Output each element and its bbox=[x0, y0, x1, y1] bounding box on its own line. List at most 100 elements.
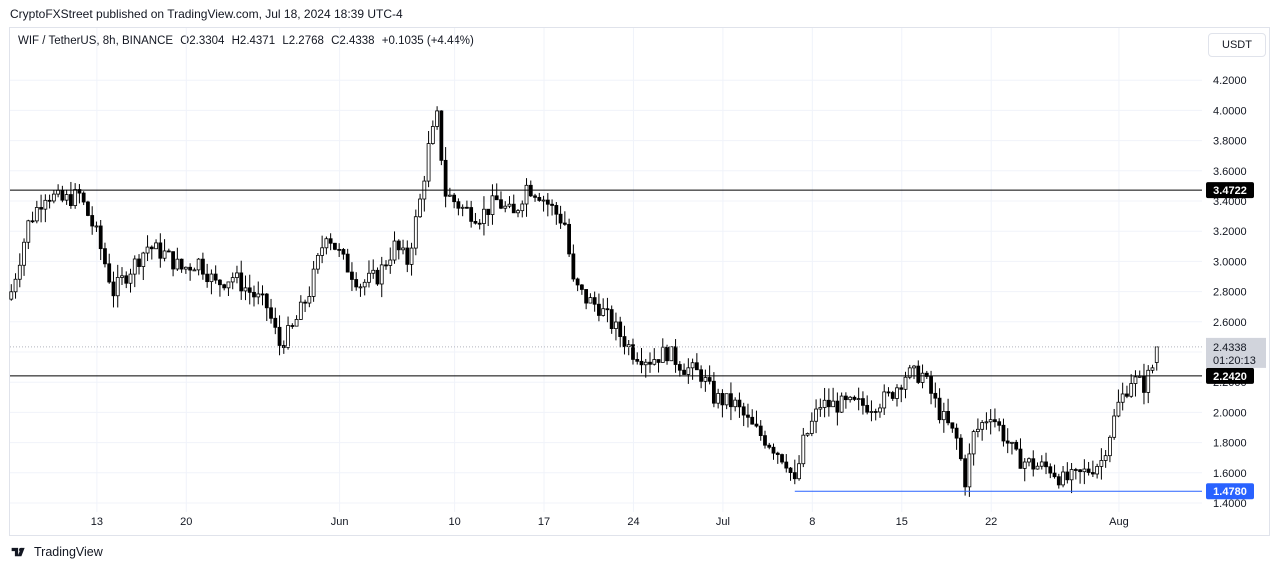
currency-button[interactable]: USDT bbox=[1208, 33, 1266, 57]
candle bbox=[724, 393, 729, 406]
candle bbox=[81, 192, 86, 203]
candle bbox=[818, 407, 823, 410]
candle bbox=[865, 404, 870, 413]
candle bbox=[575, 278, 580, 286]
candle bbox=[358, 286, 363, 289]
candle bbox=[409, 247, 414, 265]
candle bbox=[622, 336, 627, 348]
candle bbox=[775, 452, 780, 455]
tradingview-logo[interactable]: TradingView bbox=[10, 545, 103, 559]
candle bbox=[1065, 471, 1070, 481]
candle bbox=[405, 247, 410, 265]
candle bbox=[1116, 401, 1121, 417]
ohlc-open: O2.3304 bbox=[180, 35, 225, 47]
candle bbox=[963, 458, 968, 488]
candle bbox=[746, 414, 750, 418]
candle bbox=[230, 277, 235, 283]
candle bbox=[801, 434, 806, 465]
candle bbox=[388, 259, 393, 266]
x-tick-label: 15 bbox=[896, 516, 908, 528]
candle bbox=[294, 319, 299, 327]
candle bbox=[392, 240, 397, 261]
candle bbox=[158, 242, 163, 259]
candle bbox=[90, 215, 95, 227]
candle bbox=[839, 395, 844, 413]
symbol-name[interactable]: WIF / TetherUS, 8h, BINANCE bbox=[18, 35, 174, 47]
candle bbox=[720, 393, 725, 406]
candle bbox=[584, 289, 589, 304]
candle bbox=[252, 291, 256, 298]
candle bbox=[1069, 469, 1074, 481]
candle bbox=[733, 399, 738, 408]
candle bbox=[379, 264, 384, 285]
candle bbox=[401, 247, 405, 251]
candle bbox=[205, 273, 210, 283]
chart-pane[interactable] bbox=[9, 27, 1270, 536]
candle bbox=[350, 271, 354, 280]
bar-countdown: 01:20:13 bbox=[1213, 355, 1256, 367]
candle bbox=[920, 372, 925, 383]
candle bbox=[597, 303, 601, 316]
candle bbox=[247, 287, 252, 293]
candle bbox=[298, 301, 303, 320]
candle bbox=[188, 266, 193, 271]
candle bbox=[56, 189, 61, 195]
candle bbox=[882, 391, 887, 409]
candle bbox=[494, 195, 499, 201]
candle bbox=[507, 203, 512, 207]
candle bbox=[856, 398, 861, 400]
candle bbox=[826, 399, 831, 408]
candle bbox=[716, 393, 721, 404]
candle bbox=[375, 269, 380, 285]
y-tick-label: 3.6000 bbox=[1213, 166, 1247, 178]
candle bbox=[660, 346, 665, 363]
candle bbox=[805, 433, 810, 436]
candle bbox=[435, 110, 439, 127]
candle bbox=[1022, 461, 1027, 469]
candle bbox=[554, 205, 559, 215]
candle bbox=[149, 246, 154, 250]
candle bbox=[13, 278, 18, 293]
candle bbox=[1133, 376, 1138, 384]
candle bbox=[541, 199, 546, 202]
candle bbox=[465, 206, 469, 209]
candle bbox=[1103, 455, 1108, 461]
candle bbox=[984, 421, 989, 424]
x-tick-label: 13 bbox=[91, 516, 103, 528]
tradingview-logo-icon bbox=[11, 547, 25, 556]
y-tick-label: 3.0000 bbox=[1213, 256, 1247, 268]
candle bbox=[686, 367, 691, 375]
candle bbox=[912, 365, 916, 369]
candle bbox=[324, 238, 329, 249]
x-tick-label: 22 bbox=[985, 516, 997, 528]
candle bbox=[171, 251, 175, 270]
candle bbox=[482, 208, 486, 224]
candle bbox=[222, 284, 227, 289]
candle bbox=[571, 253, 576, 280]
candle bbox=[694, 362, 699, 371]
candle bbox=[290, 325, 295, 327]
candle bbox=[903, 376, 908, 390]
candle bbox=[162, 250, 167, 259]
last-price-label: 2.4338 bbox=[1213, 342, 1247, 354]
candle bbox=[750, 416, 755, 425]
candle bbox=[792, 472, 797, 480]
candle bbox=[511, 203, 516, 214]
candle bbox=[209, 273, 214, 283]
candle bbox=[192, 269, 197, 272]
candle bbox=[537, 196, 542, 201]
candle bbox=[1137, 375, 1142, 378]
y-tick-label: 1.6000 bbox=[1213, 468, 1247, 480]
candle bbox=[1031, 458, 1036, 470]
y-tick-label: 3.8000 bbox=[1213, 136, 1247, 148]
candle bbox=[729, 393, 733, 408]
candle bbox=[201, 258, 205, 275]
candle bbox=[1010, 441, 1014, 444]
candle bbox=[754, 423, 759, 427]
candle bbox=[601, 308, 606, 316]
candle bbox=[924, 372, 929, 377]
candle bbox=[997, 421, 1002, 426]
x-tick-label: 8 bbox=[809, 516, 815, 528]
candle bbox=[516, 210, 520, 214]
